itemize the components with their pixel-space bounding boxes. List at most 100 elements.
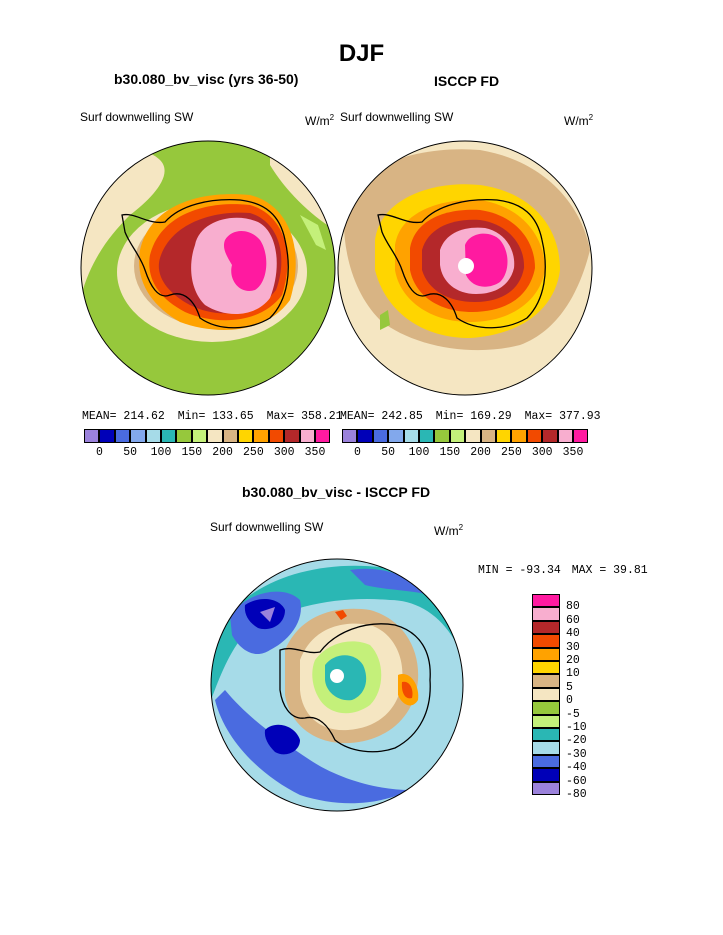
panel1-colorbar-swatch <box>315 429 331 443</box>
diff-colorbar-swatch <box>532 620 560 635</box>
panel2-map <box>338 141 592 395</box>
diff-colorbar-swatch <box>532 687 560 702</box>
panel2-map-border <box>337 140 593 396</box>
diff-colorbar-swatch <box>532 661 560 675</box>
panel2-variable-label: Surf downwelling SW <box>340 110 454 124</box>
panel2-units-exp: 2 <box>588 113 594 122</box>
panel1-map <box>81 141 335 395</box>
diff-units: W/m2 <box>434 523 463 538</box>
diff-colorbar-label: -30 <box>566 747 587 761</box>
diff-colorbar-swatch <box>532 607 560 621</box>
panel1-colorbar-swatch <box>191 429 208 443</box>
figure-title: DJF <box>338 40 385 67</box>
panel2-colorbar-swatch <box>496 429 512 443</box>
diff-variable-label: Surf downwelling SW <box>210 520 324 534</box>
panel2-colorbar-tick-label: 100 <box>408 446 430 459</box>
panel2-colorbar-swatch <box>511 429 527 443</box>
diff-colorbar-label: 80 <box>566 600 580 614</box>
diff-colorbar-swatch <box>532 594 560 608</box>
diff-colorbar-label: -60 <box>566 774 587 788</box>
diff-colorbar-swatch <box>532 754 560 769</box>
panel2-colorbar-tick-label: 0 <box>353 446 361 459</box>
panel2-colorbar-swatch <box>434 429 450 443</box>
panel2-max-value: 377.93 <box>559 410 601 423</box>
panel1-colorbar-swatch <box>207 429 223 443</box>
panel2-colorbar-swatch <box>480 429 496 443</box>
diff-colorbar-swatch <box>532 781 560 795</box>
panel2-colorbar-swatch <box>419 429 435 443</box>
panel1-min-label: Min= <box>177 410 206 423</box>
panel1-title: b30.080_bv_visc (yrs 36-50) <box>114 71 299 87</box>
diff-colorbar-label: -5 <box>566 707 580 721</box>
panel2-min-value: 169.29 <box>470 410 512 423</box>
diff-colorbar-label: 20 <box>566 654 580 667</box>
panel2-max-label: Max= <box>524 410 553 423</box>
diff-title: b30.080_bv_visc - ISCCP FD <box>242 484 431 500</box>
panel2-colorbar-swatch <box>557 429 573 443</box>
panel1-colorbar-tick-label: 250 <box>243 446 264 459</box>
panel2-colorbar-swatch <box>403 429 419 443</box>
panel2-colorbar-swatch <box>342 429 358 443</box>
panel1-colorbar-swatch <box>99 429 115 443</box>
panel2-min-label: Min= <box>435 410 464 423</box>
diff-colorbar-swatch <box>532 728 560 742</box>
panel2-title: ISCCP FD <box>434 73 500 89</box>
panel2-mean-value: 242.85 <box>381 410 423 423</box>
diff-colorbar-label: -10 <box>566 721 587 734</box>
panel2-units: W/m2 <box>564 113 593 128</box>
panel2-colorbar-swatch <box>449 429 466 443</box>
panel1-colorbar-swatch <box>268 429 285 443</box>
panel2-colorbar-tick-label: 300 <box>531 446 553 459</box>
panel2-colorbar-tick-label: 350 <box>562 446 584 459</box>
panel2-colorbar-tick-label: 50 <box>381 446 396 459</box>
panel1-colorbar-tick-label: 50 <box>123 446 138 459</box>
diff-colorbar-label: -20 <box>566 734 587 748</box>
panel1-colorbar-swatch <box>114 429 131 443</box>
panel2-colorbar-swatch <box>388 429 404 443</box>
diff-map <box>211 559 463 811</box>
panel1-colorbar-swatch <box>176 429 192 443</box>
panel1-max-value: 358.21 <box>301 410 343 423</box>
panel2-colorbar-tick-label: 250 <box>501 446 522 459</box>
panel1-min-value: 133.65 <box>212 410 254 423</box>
panel1-max-label: Max= <box>266 410 295 423</box>
diff-colorbar-label: 10 <box>566 667 580 681</box>
panel1-colorbar-swatch <box>284 429 300 443</box>
diff-units-exp: 2 <box>458 523 464 532</box>
panel1-variable-label: Surf downwelling SW <box>80 110 194 124</box>
panel2-colorbar-swatch <box>465 429 481 443</box>
panel1-colorbar-tick-label: 100 <box>150 446 172 459</box>
diff-colorbar-label: 0 <box>566 694 573 708</box>
panel2-colorbar-swatch <box>526 429 543 443</box>
panel1-colorbar-swatch <box>253 429 269 443</box>
panel1-colorbar-tick-label: 300 <box>273 446 295 459</box>
diff-min-text: MIN = -93.34 <box>478 564 561 577</box>
panel1-colorbar-tick-label: 200 <box>212 446 233 459</box>
diff-units-base: W/m <box>434 524 459 538</box>
panel1-colorbar-swatch <box>161 429 177 443</box>
panel2-colorbar-swatch <box>542 429 558 443</box>
panel2-stats: MEAN= 242.85 Min= 169.29 Max= 377.93 <box>340 410 601 423</box>
panel2-mean-label: MEAN= <box>340 410 375 423</box>
panel2-colorbar-swatch <box>372 429 389 443</box>
diff-colorbar-swatch <box>532 768 560 782</box>
diff-colorbar-label: 40 <box>566 627 580 641</box>
diff-colorbar-swatch <box>532 741 560 755</box>
panel1-colorbar-swatch <box>222 429 238 443</box>
panel1-units-base: W/m <box>305 114 330 128</box>
panel1-mean-label: MEAN= <box>82 410 117 423</box>
panel2-colorbar-tick-label: 150 <box>439 446 461 459</box>
panel1-stats: MEAN= 214.62 Min= 133.65 Max= 358.21 <box>82 410 343 423</box>
panel2-colorbar-swatch <box>357 429 373 443</box>
panel1-units-exp: 2 <box>329 113 335 122</box>
diff-colorbar-swatch <box>532 647 560 661</box>
diff-colorbar-label: -40 <box>566 761 587 775</box>
panel2-colorbar-swatch <box>573 429 589 443</box>
panel1-mean-value: 214.62 <box>123 410 165 423</box>
diff-colorbar-swatch <box>532 674 560 688</box>
diff-colorbar-label: -80 <box>566 788 587 801</box>
panel1-colorbar-tick-label: 0 <box>95 446 103 459</box>
diff-colorbar-label: 60 <box>566 613 580 627</box>
panel2-colorbar-tick-label: 200 <box>470 446 491 459</box>
